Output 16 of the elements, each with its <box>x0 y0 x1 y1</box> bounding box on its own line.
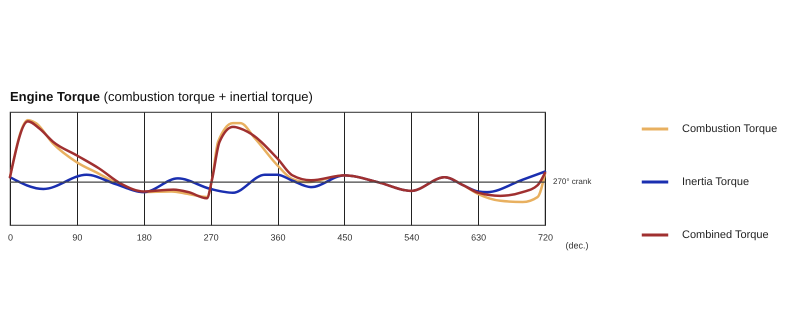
ref-line-label: 270° crank <box>553 177 592 186</box>
legend-label: Combined Torque <box>682 229 769 241</box>
legend-label: Inertia Torque <box>682 176 750 188</box>
x-tick-label: 630 <box>471 232 486 242</box>
chart-title: Engine Torque <box>10 89 100 104</box>
x-tick-label: 180 <box>136 232 152 242</box>
chart-subtitle: (combustion torque + inertial torque) <box>104 89 313 104</box>
x-tick-label: 270 <box>204 232 219 242</box>
x-tick-label: 90 <box>72 232 82 242</box>
x-tick-label: 540 <box>404 232 420 242</box>
x-tick-label: 0 <box>8 232 14 242</box>
x-tick-label: 360 <box>270 232 286 242</box>
x-tick-label: 720 <box>538 232 554 242</box>
x-axis-title: (dec.) <box>566 240 589 250</box>
x-tick-label: 450 <box>337 232 352 242</box>
legend-label: Combustion Torque <box>682 123 778 135</box>
